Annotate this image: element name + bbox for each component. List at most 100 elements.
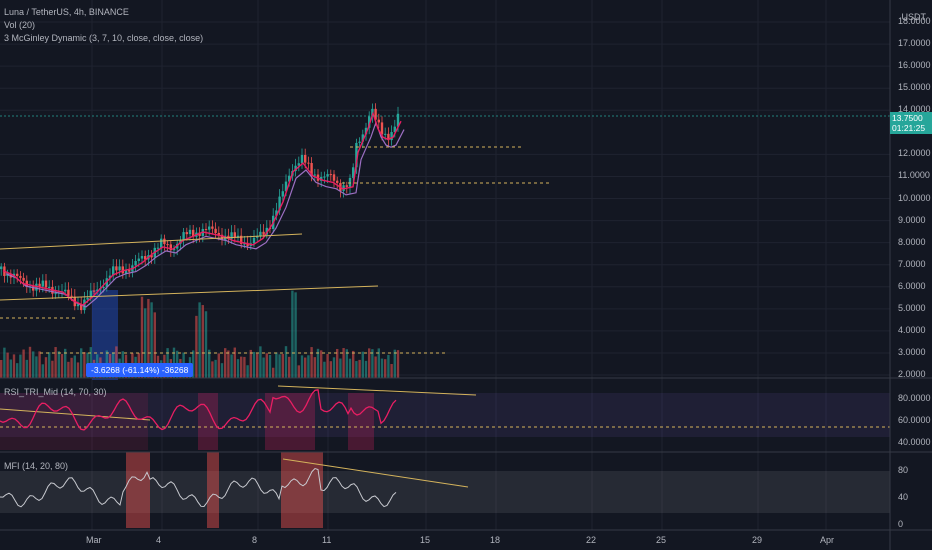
rsi-legend[interactable]: RSI_TRI_Mid (14, 70, 30) [4, 387, 107, 397]
volume-bar [233, 347, 236, 378]
volume-bar [83, 352, 86, 378]
volume-bar [326, 354, 329, 378]
candle [32, 286, 35, 291]
mfi-tick: 40 [898, 492, 909, 502]
candle [220, 234, 224, 240]
candle [211, 226, 214, 229]
mcginley-legend[interactable]: 3 McGinley Dynamic (3, 7, 10, close, clo… [4, 33, 204, 43]
volume-bar [19, 354, 22, 378]
candle [150, 255, 153, 258]
mfi-legend[interactable]: MFI (14, 20, 80) [4, 461, 69, 471]
time-tick: 11 [322, 535, 332, 545]
candle [115, 266, 118, 271]
candle [371, 108, 374, 117]
time-tick: 8 [252, 535, 258, 545]
volume-bar [380, 358, 384, 378]
candle [0, 266, 3, 270]
candle [140, 256, 144, 259]
candle [364, 127, 368, 135]
volume-bar [297, 365, 300, 378]
volume-bar [358, 359, 361, 378]
candle [358, 141, 361, 143]
candle [336, 180, 339, 183]
candle [185, 232, 188, 235]
candle [204, 228, 208, 230]
volume-bar [48, 352, 51, 378]
candle [54, 293, 57, 295]
volume-bar [332, 357, 336, 378]
volume-bar [393, 349, 396, 378]
volume-bar [192, 350, 195, 378]
candle [307, 162, 310, 164]
volume-bar [54, 347, 57, 378]
volume-bar [355, 361, 358, 378]
volume-bar [272, 367, 275, 378]
candle [121, 266, 124, 274]
candle [92, 290, 96, 292]
volume-bar [320, 350, 323, 378]
volume-bar [204, 311, 208, 378]
volume-bar [323, 361, 326, 378]
price-tick: 10.0000 [898, 192, 931, 203]
volume-bar [115, 346, 118, 378]
volume-bar [310, 347, 313, 378]
volume-bar [374, 356, 377, 378]
volume-bar [300, 355, 304, 378]
volume-bar [12, 354, 16, 378]
volume-bar [16, 363, 19, 378]
horizontal-levels [0, 146, 890, 428]
candle [163, 238, 166, 245]
volume-bar [249, 349, 252, 378]
mfi-line [0, 468, 397, 508]
price-tick: 8.0000 [898, 236, 926, 247]
candle [48, 286, 51, 288]
volume-bar [89, 347, 92, 378]
candle [144, 256, 147, 260]
candle [208, 226, 211, 230]
volume-bar [262, 357, 265, 378]
time-tick: 29 [752, 535, 763, 545]
volume-bar [70, 357, 73, 378]
volume-bar [147, 298, 150, 378]
volume-bar [9, 359, 12, 378]
volume-bar [214, 359, 217, 378]
candle [160, 238, 163, 248]
candle [166, 244, 169, 246]
candle [288, 175, 291, 182]
volume-bar [339, 358, 342, 378]
volume-bar [220, 363, 224, 378]
candle [80, 304, 83, 311]
candle [41, 280, 44, 287]
candle [387, 133, 390, 141]
volume-bar [230, 354, 233, 378]
candle [83, 299, 86, 311]
candle [310, 163, 313, 176]
last-price-tag: 13.7500 01:21:25 [890, 112, 932, 134]
candle [86, 297, 89, 300]
candle [329, 174, 332, 176]
price-tick: 16.0000 [898, 60, 931, 71]
volume-bar [35, 356, 38, 378]
candle [192, 229, 195, 237]
symbol-legend[interactable]: Luna / TetherUS, 4h, BINANCE [4, 7, 129, 17]
volume-bar [275, 352, 278, 378]
price-tick: 7.0000 [898, 258, 926, 269]
volume-bar [240, 356, 243, 378]
candle [108, 275, 112, 279]
volume-bar [384, 359, 387, 378]
volume-bar [22, 349, 25, 378]
volume-bar [195, 315, 198, 378]
mfi-tick: 80 [898, 465, 909, 475]
volume-bar [67, 361, 70, 378]
volume-bar [0, 360, 3, 378]
rsi-line [0, 389, 397, 431]
candle [390, 132, 393, 141]
candle [380, 122, 384, 135]
candle [240, 235, 243, 244]
volume-legend[interactable]: Vol (20) [4, 20, 36, 30]
rsi-tick: 40.0000 [898, 437, 931, 447]
currency-label: USDT [901, 12, 927, 22]
volume-bar [201, 305, 204, 378]
rsi-tick: 80.0000 [898, 393, 931, 403]
